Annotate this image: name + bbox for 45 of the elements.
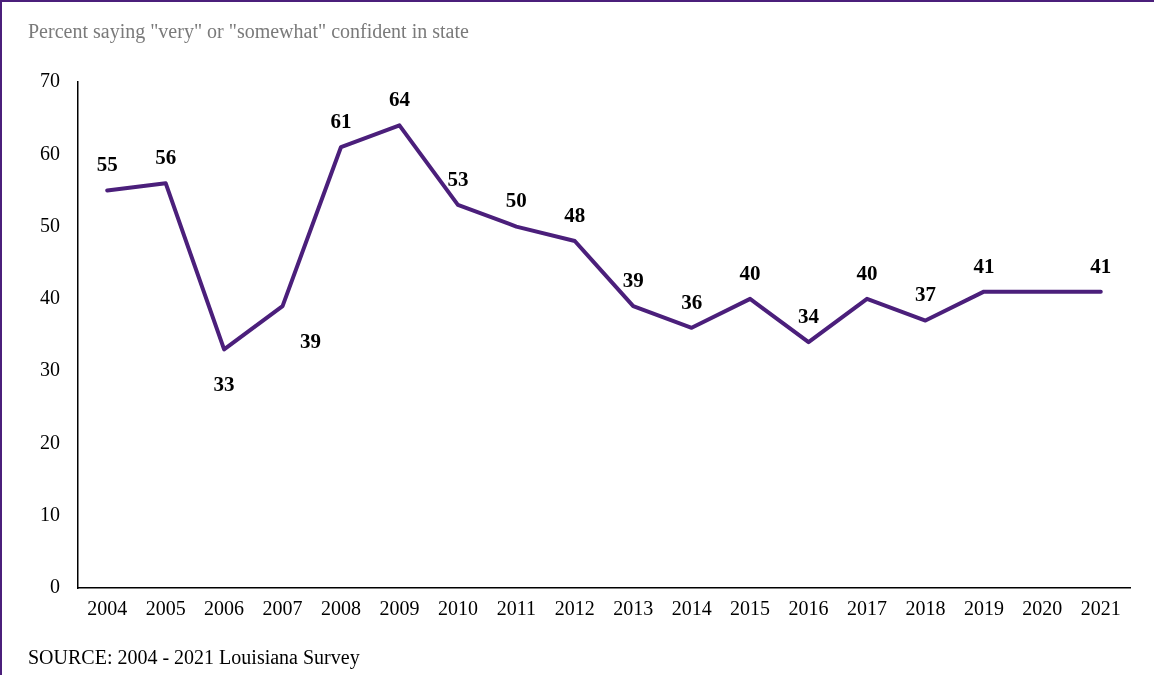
- source-note: SOURCE: 2004 - 2021 Louisiana Survey: [28, 646, 360, 669]
- data-label: 56: [155, 145, 177, 170]
- x-tick-label: 2006: [204, 597, 245, 620]
- y-tick-label: 50: [40, 213, 60, 236]
- x-tick-label: 2012: [554, 597, 595, 620]
- x-tick-label: 2014: [671, 597, 712, 620]
- data-label: 40: [856, 260, 878, 285]
- x-tick-label: 2018: [905, 597, 946, 620]
- y-tick-label: 70: [40, 69, 60, 92]
- y-tick-label: 40: [40, 286, 60, 309]
- y-tick-label: 30: [40, 358, 60, 381]
- data-label: 41: [973, 253, 995, 278]
- data-label: 41: [1090, 253, 1112, 278]
- x-tick-label: 2015: [730, 597, 771, 620]
- x-tick-label: 2004: [87, 597, 128, 620]
- data-label: 61: [330, 108, 352, 133]
- data-label: 39: [622, 268, 644, 293]
- x-tick-label: 2017: [847, 597, 887, 620]
- data-label: 48: [564, 202, 586, 227]
- x-tick-label: 2011: [496, 597, 536, 620]
- x-tick-label: 2008: [321, 597, 361, 620]
- data-label: 55: [96, 152, 118, 177]
- x-tick-label: 2007: [262, 597, 303, 620]
- data-label: 40: [739, 260, 761, 285]
- x-tick-label: 2010: [437, 597, 478, 620]
- x-tick-label: 2005: [145, 597, 186, 620]
- data-label: 39: [300, 329, 322, 354]
- y-tick-label: 20: [40, 430, 60, 453]
- data-label: 64: [388, 87, 411, 112]
- data-label: 34: [798, 304, 820, 329]
- y-tick-label: 0: [50, 575, 60, 598]
- x-tick-label: 2009: [379, 597, 420, 620]
- x-tick-label: 2019: [963, 597, 1004, 620]
- data-label: 33: [213, 372, 235, 397]
- chart-title: Percent saying "very" or "somewhat" confident in state: [28, 20, 469, 43]
- x-tick-label: 2013: [613, 597, 654, 620]
- data-label: 37: [914, 282, 936, 307]
- x-tick-label: 2016: [788, 597, 829, 620]
- data-label: 53: [447, 166, 469, 191]
- y-tick-label: 10: [40, 502, 60, 525]
- data-label: 50: [505, 188, 527, 213]
- data-label: 36: [681, 289, 703, 314]
- x-tick-label: 2020: [1022, 597, 1063, 620]
- x-tick-label: 2021: [1080, 597, 1121, 620]
- y-tick-label: 60: [40, 141, 60, 164]
